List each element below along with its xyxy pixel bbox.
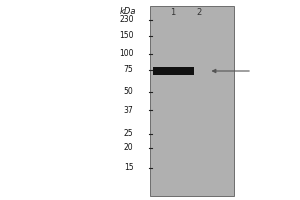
Text: 75: 75 (124, 66, 134, 74)
Text: 20: 20 (124, 144, 134, 152)
Bar (153, 67, 194, 75)
Text: 2: 2 (197, 8, 202, 17)
Text: 100: 100 (119, 49, 134, 58)
Bar (150, 6, 234, 196)
Text: 50: 50 (124, 88, 134, 97)
Text: kDa: kDa (120, 7, 136, 16)
Text: 37: 37 (124, 106, 134, 114)
Text: 150: 150 (119, 31, 134, 40)
Text: 25: 25 (124, 130, 134, 139)
Text: 15: 15 (124, 163, 134, 172)
Text: 1: 1 (170, 8, 175, 17)
Text: 230: 230 (119, 16, 134, 24)
